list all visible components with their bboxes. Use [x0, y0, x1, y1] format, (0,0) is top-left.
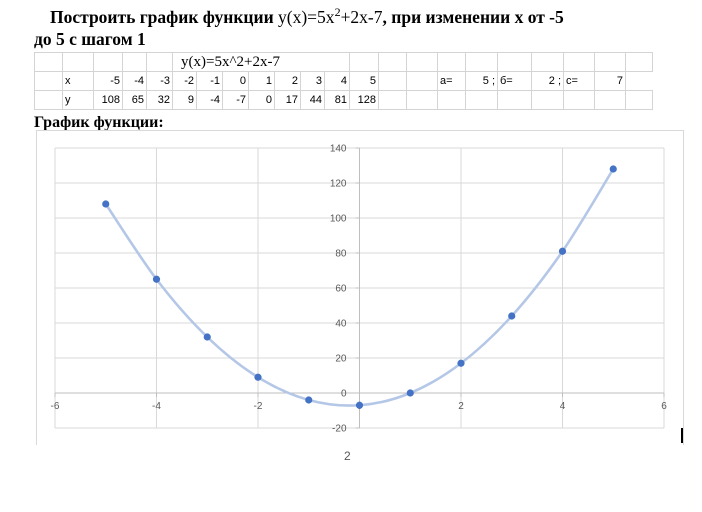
y-cell[interactable]: 128: [349, 90, 379, 110]
y-cell[interactable]: 0: [248, 90, 275, 110]
y-cell[interactable]: 81: [324, 90, 350, 110]
param-c-label[interactable]: c=: [563, 71, 595, 91]
x-cell[interactable]: 4: [324, 71, 350, 91]
data-point: [254, 373, 262, 381]
page-number: 2: [344, 449, 351, 463]
y-cell[interactable]: 65: [122, 90, 147, 110]
x-tick-label: 6: [661, 401, 667, 412]
param-b-value[interactable]: 2 ;: [531, 71, 564, 91]
data-point: [355, 401, 364, 409]
text-cursor: [681, 428, 683, 443]
y-cell[interactable]: 17: [274, 90, 301, 110]
y-cell[interactable]: 9: [172, 90, 197, 110]
chart-series-points: [102, 165, 617, 409]
x-row: x -5 -4 -3 -2 -1 0 1 2 3 4 5 a= 5 ; б= 2…: [34, 71, 653, 91]
formula-row: y(x)=5x^2+2x-7: [34, 52, 653, 72]
document-heading: Построить график функции y(x)=5x2+2x-7, …: [34, 6, 684, 50]
y-row: y 108 65 32 9 -4 -7 0 17 44 81 128: [34, 90, 653, 110]
chart-subheading: График функции:: [34, 114, 164, 131]
y-tick-label: 140: [330, 144, 347, 155]
y-tick-label: 40: [335, 319, 347, 330]
heading-prefix: Построить график функции: [50, 7, 279, 27]
data-point: [609, 165, 617, 173]
y-cell[interactable]: 44: [300, 90, 325, 110]
param-c-value[interactable]: 7: [594, 71, 626, 91]
data-point: [508, 312, 516, 320]
x-label-cell[interactable]: x: [62, 71, 94, 91]
spreadsheet-table: y(x)=5x^2+2x-7 x -5 -4 -3 -2 -1 0 1 2 3 …: [34, 52, 653, 110]
y-cell[interactable]: 32: [146, 90, 173, 110]
y-cell[interactable]: 108: [93, 90, 123, 110]
y-tick-label: -20: [332, 424, 347, 435]
param-a-label[interactable]: a=: [437, 71, 466, 91]
x-cell[interactable]: -3: [146, 71, 173, 91]
heading-line-2: до 5 с шагом 1: [34, 29, 146, 49]
y-tick-label: 120: [330, 179, 347, 190]
data-point: [406, 389, 414, 397]
x-cell[interactable]: 0: [222, 71, 249, 91]
heading-exponent: 2: [334, 5, 341, 19]
x-cell[interactable]: -4: [122, 71, 147, 91]
y-tick-label: 60: [335, 284, 347, 295]
y-cell[interactable]: -4: [196, 90, 223, 110]
data-point: [457, 359, 465, 367]
x-tick-label: -4: [152, 401, 161, 412]
data-point: [558, 247, 567, 255]
x-tick-label: -2: [254, 401, 263, 412]
y-tick-label: 0: [341, 389, 347, 400]
param-a-value[interactable]: 5 ;: [465, 71, 498, 91]
x-cell[interactable]: 1: [248, 71, 275, 91]
y-label-cell[interactable]: y: [62, 90, 94, 110]
data-point: [152, 275, 161, 283]
x-tick-label: -6: [51, 401, 60, 412]
formula-cell[interactable]: y(x)=5x^2+2x-7: [172, 52, 350, 72]
heading-formula-tail: +2x-7: [340, 7, 383, 27]
x-cell[interactable]: -2: [172, 71, 197, 91]
x-cell[interactable]: 2: [274, 71, 301, 91]
data-point: [203, 333, 211, 341]
y-tick-label: 100: [330, 214, 347, 225]
data-point: [102, 200, 110, 208]
data-point: [305, 396, 313, 404]
x-cell[interactable]: -1: [196, 71, 223, 91]
y-tick-label: 20: [335, 354, 347, 365]
param-b-label[interactable]: б=: [497, 71, 532, 91]
x-cell[interactable]: 3: [300, 71, 325, 91]
x-cell[interactable]: 5: [349, 71, 379, 91]
x-tick-label: 4: [560, 401, 566, 412]
x-tick-label: 2: [458, 401, 464, 412]
chart-axes: [54, 147, 665, 429]
heading-formula: y(x)=5x: [278, 7, 335, 27]
heading-suffix: , при изменении x от -5: [382, 7, 564, 27]
y-cell[interactable]: -7: [222, 90, 249, 110]
y-tick-label: 80: [335, 249, 347, 260]
x-cell[interactable]: -5: [93, 71, 123, 91]
